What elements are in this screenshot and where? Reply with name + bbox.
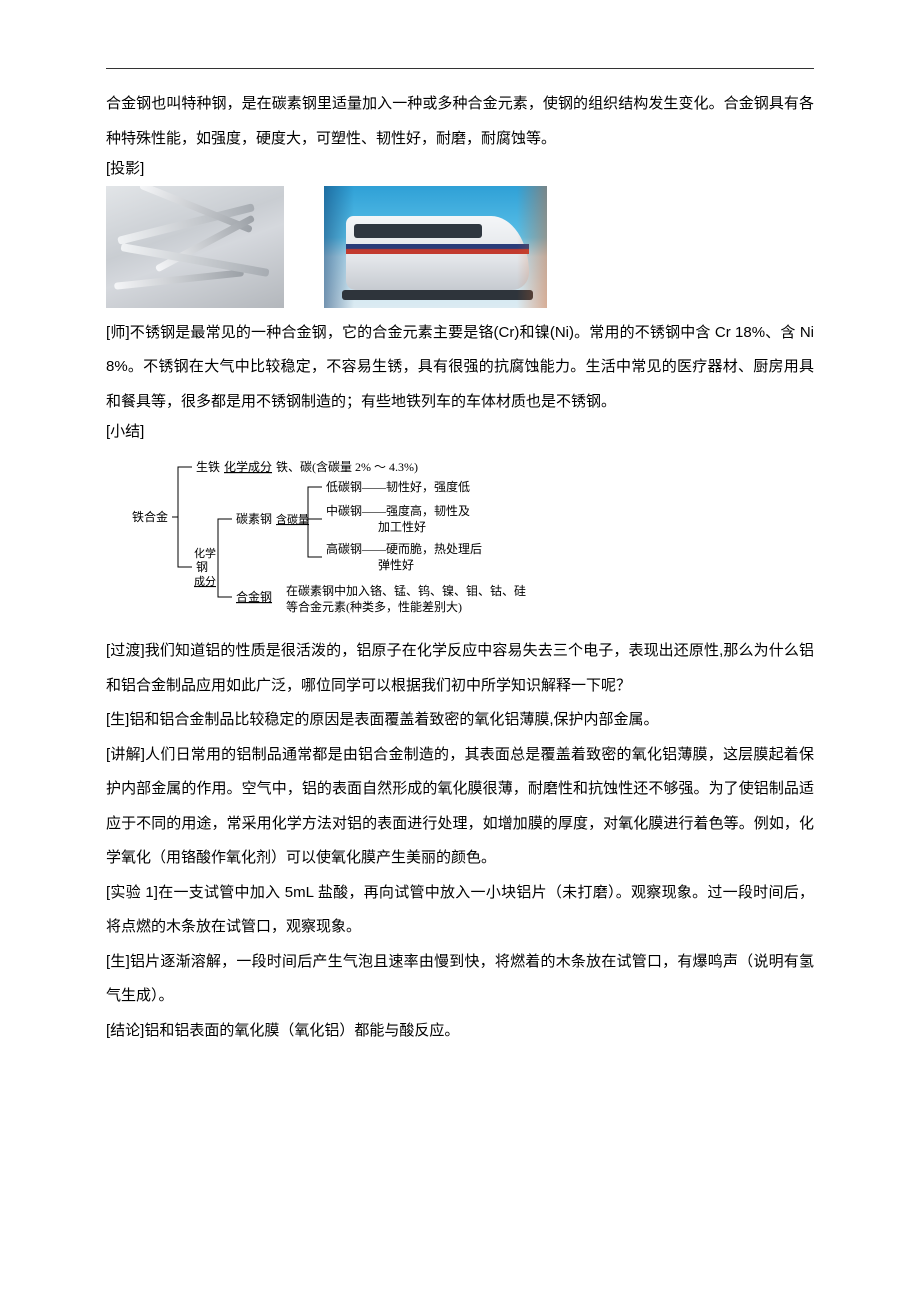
node-steel-attr-label-line2: 成分 — [194, 575, 216, 588]
node-high-carbon-l1: 高碳钢——硬而脆，热处理后 — [326, 541, 482, 556]
high-speed-train-image — [324, 186, 547, 308]
stainless-cutlery-image — [106, 186, 284, 308]
paragraph-alloy-steel-intro: 合金钢也叫特种钢，是在碳素钢里适量加入一种或多种合金元素，使钢的组织结构发生变化… — [106, 87, 814, 156]
node-alloy-steel-desc2: 等合金元素(种类多，性能差别大) — [286, 599, 462, 614]
node-pig-iron: 生铁 — [196, 460, 220, 474]
node-root: 铁合金 — [132, 509, 168, 524]
paragraph-student-2: [生]铝片逐渐溶解，一段时间后产生气泡且速率由慢到快，将燃着的木条放在试管口，有… — [106, 945, 814, 1014]
node-pig-iron-attr-label: 化学成分 — [224, 459, 272, 474]
paragraph-explanation: [讲解]人们日常用的铝制品通常都是由铝合金制造的，其表面总是覆盖着致密的氧化铝薄… — [106, 738, 814, 876]
paragraph-student-1: [生]铝和铝合金制品比较稳定的原因是表面覆盖着致密的氧化铝薄膜,保护内部金属。 — [106, 703, 814, 738]
node-mid-carbon-l2: 加工性好 — [378, 520, 426, 534]
top-horizontal-rule — [106, 68, 814, 69]
node-mid-carbon-l1: 中碳钢——强度高，韧性及 — [326, 503, 470, 518]
node-high-carbon-l2: 弹性好 — [378, 558, 414, 572]
node-carbon-steel-attr-label: 含碳量 — [276, 512, 309, 526]
document-page: 合金钢也叫特种钢，是在碳素钢里适量加入一种或多种合金元素，使钢的组织结构发生变化… — [0, 0, 920, 1302]
paragraph-conclusion: [结论]铝和铝表面的氧化膜（氧化铝）都能与酸反应。 — [106, 1014, 814, 1049]
paragraph-transition: [过渡]我们知道铝的性质是很活泼的，铝原子在化学反应中容易失去三个电子，表现出还… — [106, 634, 814, 703]
node-pig-iron-attr-value: 铁、碳(含碳量 2% ～ 4.3%) — [276, 459, 418, 474]
image-row — [106, 186, 814, 308]
label-projection: [投影] — [106, 156, 814, 182]
node-low-carbon: 低碳钢——韧性好，强度低 — [326, 479, 470, 494]
node-alloy-steel: 合金钢 — [236, 589, 272, 604]
label-summary: [小结] — [106, 419, 814, 445]
node-carbon-steel: 碳素钢 — [236, 512, 272, 526]
paragraph-experiment-1: [实验 1]在一支试管中加入 5mL 盐酸，再向试管中放入一小块铝片（未打磨）。… — [106, 876, 814, 945]
iron-alloy-tree-diagram: 铁合金 生铁 化学成分 铁、碳(含碳量 2% ～ 4.3%) 钢 化学 成分 碳… — [132, 447, 814, 631]
node-steel-attr-label-line1: 化学 — [194, 546, 216, 560]
node-alloy-steel-desc1: 在碳素钢中加入铬、锰、钨、镍、钼、钴、硅 — [286, 583, 526, 598]
paragraph-stainless-steel: [师]不锈钢是最常见的一种合金钢，它的合金元素主要是铬(Cr)和镍(Ni)。常用… — [106, 316, 814, 420]
tree-diagram-svg: 铁合金 生铁 化学成分 铁、碳(含碳量 2% ～ 4.3%) 钢 化学 成分 碳… — [132, 447, 592, 617]
node-steel: 钢 — [196, 560, 208, 574]
